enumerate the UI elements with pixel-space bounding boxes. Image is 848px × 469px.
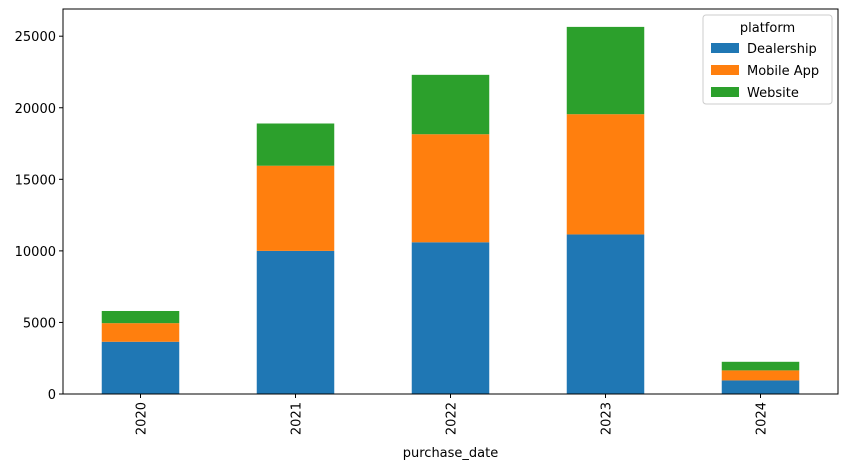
legend-swatch-website [711, 87, 739, 97]
x-tick-label: 2020 [135, 402, 150, 435]
legend-swatch-dealership [711, 43, 739, 53]
legend-label: Mobile App [747, 64, 819, 79]
y-tick-label: 15000 [15, 173, 56, 188]
y-tick-label: 10000 [15, 245, 56, 260]
x-axis: 2020 2021 2022 2023 2024 [135, 394, 770, 435]
bar-2022-dealership [411, 242, 490, 394]
legend-swatch-mobile-app [711, 65, 739, 75]
bar-2024-mobile-app [721, 370, 800, 381]
x-tick-label: 2022 [445, 402, 460, 435]
bar-2023-dealership [566, 234, 645, 394]
bars-group [101, 26, 800, 394]
bar-2023-website [566, 26, 645, 115]
bar-2020-dealership [101, 341, 180, 394]
x-tick-label: 2021 [290, 402, 305, 435]
bar-2022-website [411, 74, 490, 135]
legend: platform Dealership Mobile App Website [702, 14, 833, 105]
legend-box [702, 14, 833, 105]
legend-title: platform [740, 21, 795, 36]
y-tick-label: 5000 [23, 316, 56, 331]
bar-2021-website [256, 123, 335, 166]
y-tick-label: 20000 [15, 102, 56, 117]
legend-label: Website [747, 86, 799, 101]
x-tick-label: 2023 [600, 402, 615, 435]
bar-2020-website [101, 310, 180, 324]
bar-2024-website [721, 361, 800, 371]
bar-2021-mobile-app [256, 165, 335, 251]
y-axis: 0 5000 10000 15000 20000 25000 [15, 30, 63, 403]
y-tick-label: 25000 [15, 30, 56, 45]
x-axis-label: purchase_date [403, 446, 499, 461]
bar-2024-dealership [721, 380, 800, 394]
bar-2021-dealership [256, 250, 335, 394]
plot-frame [62, 8, 839, 395]
y-tick-label: 0 [48, 388, 56, 403]
bar-2023-mobile-app [566, 114, 645, 235]
bar-2022-mobile-app [411, 134, 490, 243]
bar-2020-mobile-app [101, 323, 180, 342]
legend-label: Dealership [747, 42, 817, 57]
x-tick-label: 2024 [755, 402, 770, 435]
